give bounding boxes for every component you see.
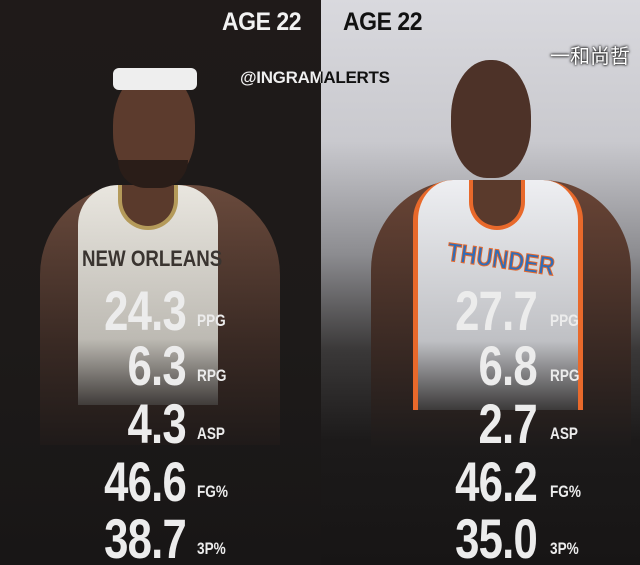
stat-value: 6.3 xyxy=(127,334,187,397)
stat-label: RPG xyxy=(550,366,580,385)
stat-value: 24.3 xyxy=(104,279,187,342)
left-player-stat-value: 24.3 xyxy=(0,279,187,342)
stat-value: 6.8 xyxy=(478,334,538,397)
stat-value: 4.3 xyxy=(127,392,187,455)
stat-label-row: 3P% xyxy=(197,513,257,563)
stat-label-row: RPG xyxy=(197,340,257,390)
stat-value: 38.7 xyxy=(104,507,187,565)
stat-value: 46.6 xyxy=(104,450,187,513)
left-player-stat-value: 38.7 xyxy=(0,507,187,565)
stat-value: 46.2 xyxy=(455,450,538,513)
right-player-stat-value: 6.8 xyxy=(0,334,538,397)
stat-label: FG% xyxy=(550,482,581,501)
stat-label: PPG xyxy=(197,311,226,330)
watermark: 一和尚哲 xyxy=(550,44,630,68)
left-player-stat-value: 46.6 xyxy=(0,450,187,513)
right-age-title: AGE 22 xyxy=(343,8,423,36)
right-player-stat-value: 35.0 xyxy=(0,507,538,565)
stat-label-row: PPG xyxy=(197,285,257,335)
right-player-stat-value: 2.7 xyxy=(0,392,538,455)
stat-label-row: FG% xyxy=(197,456,257,506)
stat-label: FG% xyxy=(197,482,228,501)
right-player-stat-value: 27.7 xyxy=(0,279,538,342)
right-player-photo: THUNDER xyxy=(321,0,640,565)
stat-value: 27.7 xyxy=(455,279,538,342)
stat-label-row: RPG xyxy=(550,340,610,390)
stat-label-row: FG% xyxy=(550,456,610,506)
stat-label-row: 3P% xyxy=(550,513,610,563)
stat-label: PPG xyxy=(550,311,579,330)
left-age-title: AGE 22 xyxy=(222,8,302,36)
left-player-stat-value: 6.3 xyxy=(0,334,187,397)
left-player-photo: NEW ORLEANS xyxy=(40,68,280,445)
social-handle: @INGRAMALERTS xyxy=(240,68,390,87)
stat-value: 2.7 xyxy=(478,392,538,455)
right-player-stat-value: 46.2 xyxy=(0,450,538,513)
stat-label: ASP xyxy=(197,424,225,443)
stat-label: ASP xyxy=(550,424,578,443)
stat-label-row: ASP xyxy=(550,398,610,448)
stat-label: 3P% xyxy=(197,539,226,558)
stat-label-row: ASP xyxy=(197,398,257,448)
left-player-stat-value: 4.3 xyxy=(0,392,187,455)
stat-label: 3P% xyxy=(550,539,579,558)
stat-label-row: PPG xyxy=(550,285,610,335)
left-jersey-text: NEW ORLEANS xyxy=(82,246,223,271)
stat-value: 35.0 xyxy=(455,507,538,565)
stat-label: RPG xyxy=(197,366,227,385)
